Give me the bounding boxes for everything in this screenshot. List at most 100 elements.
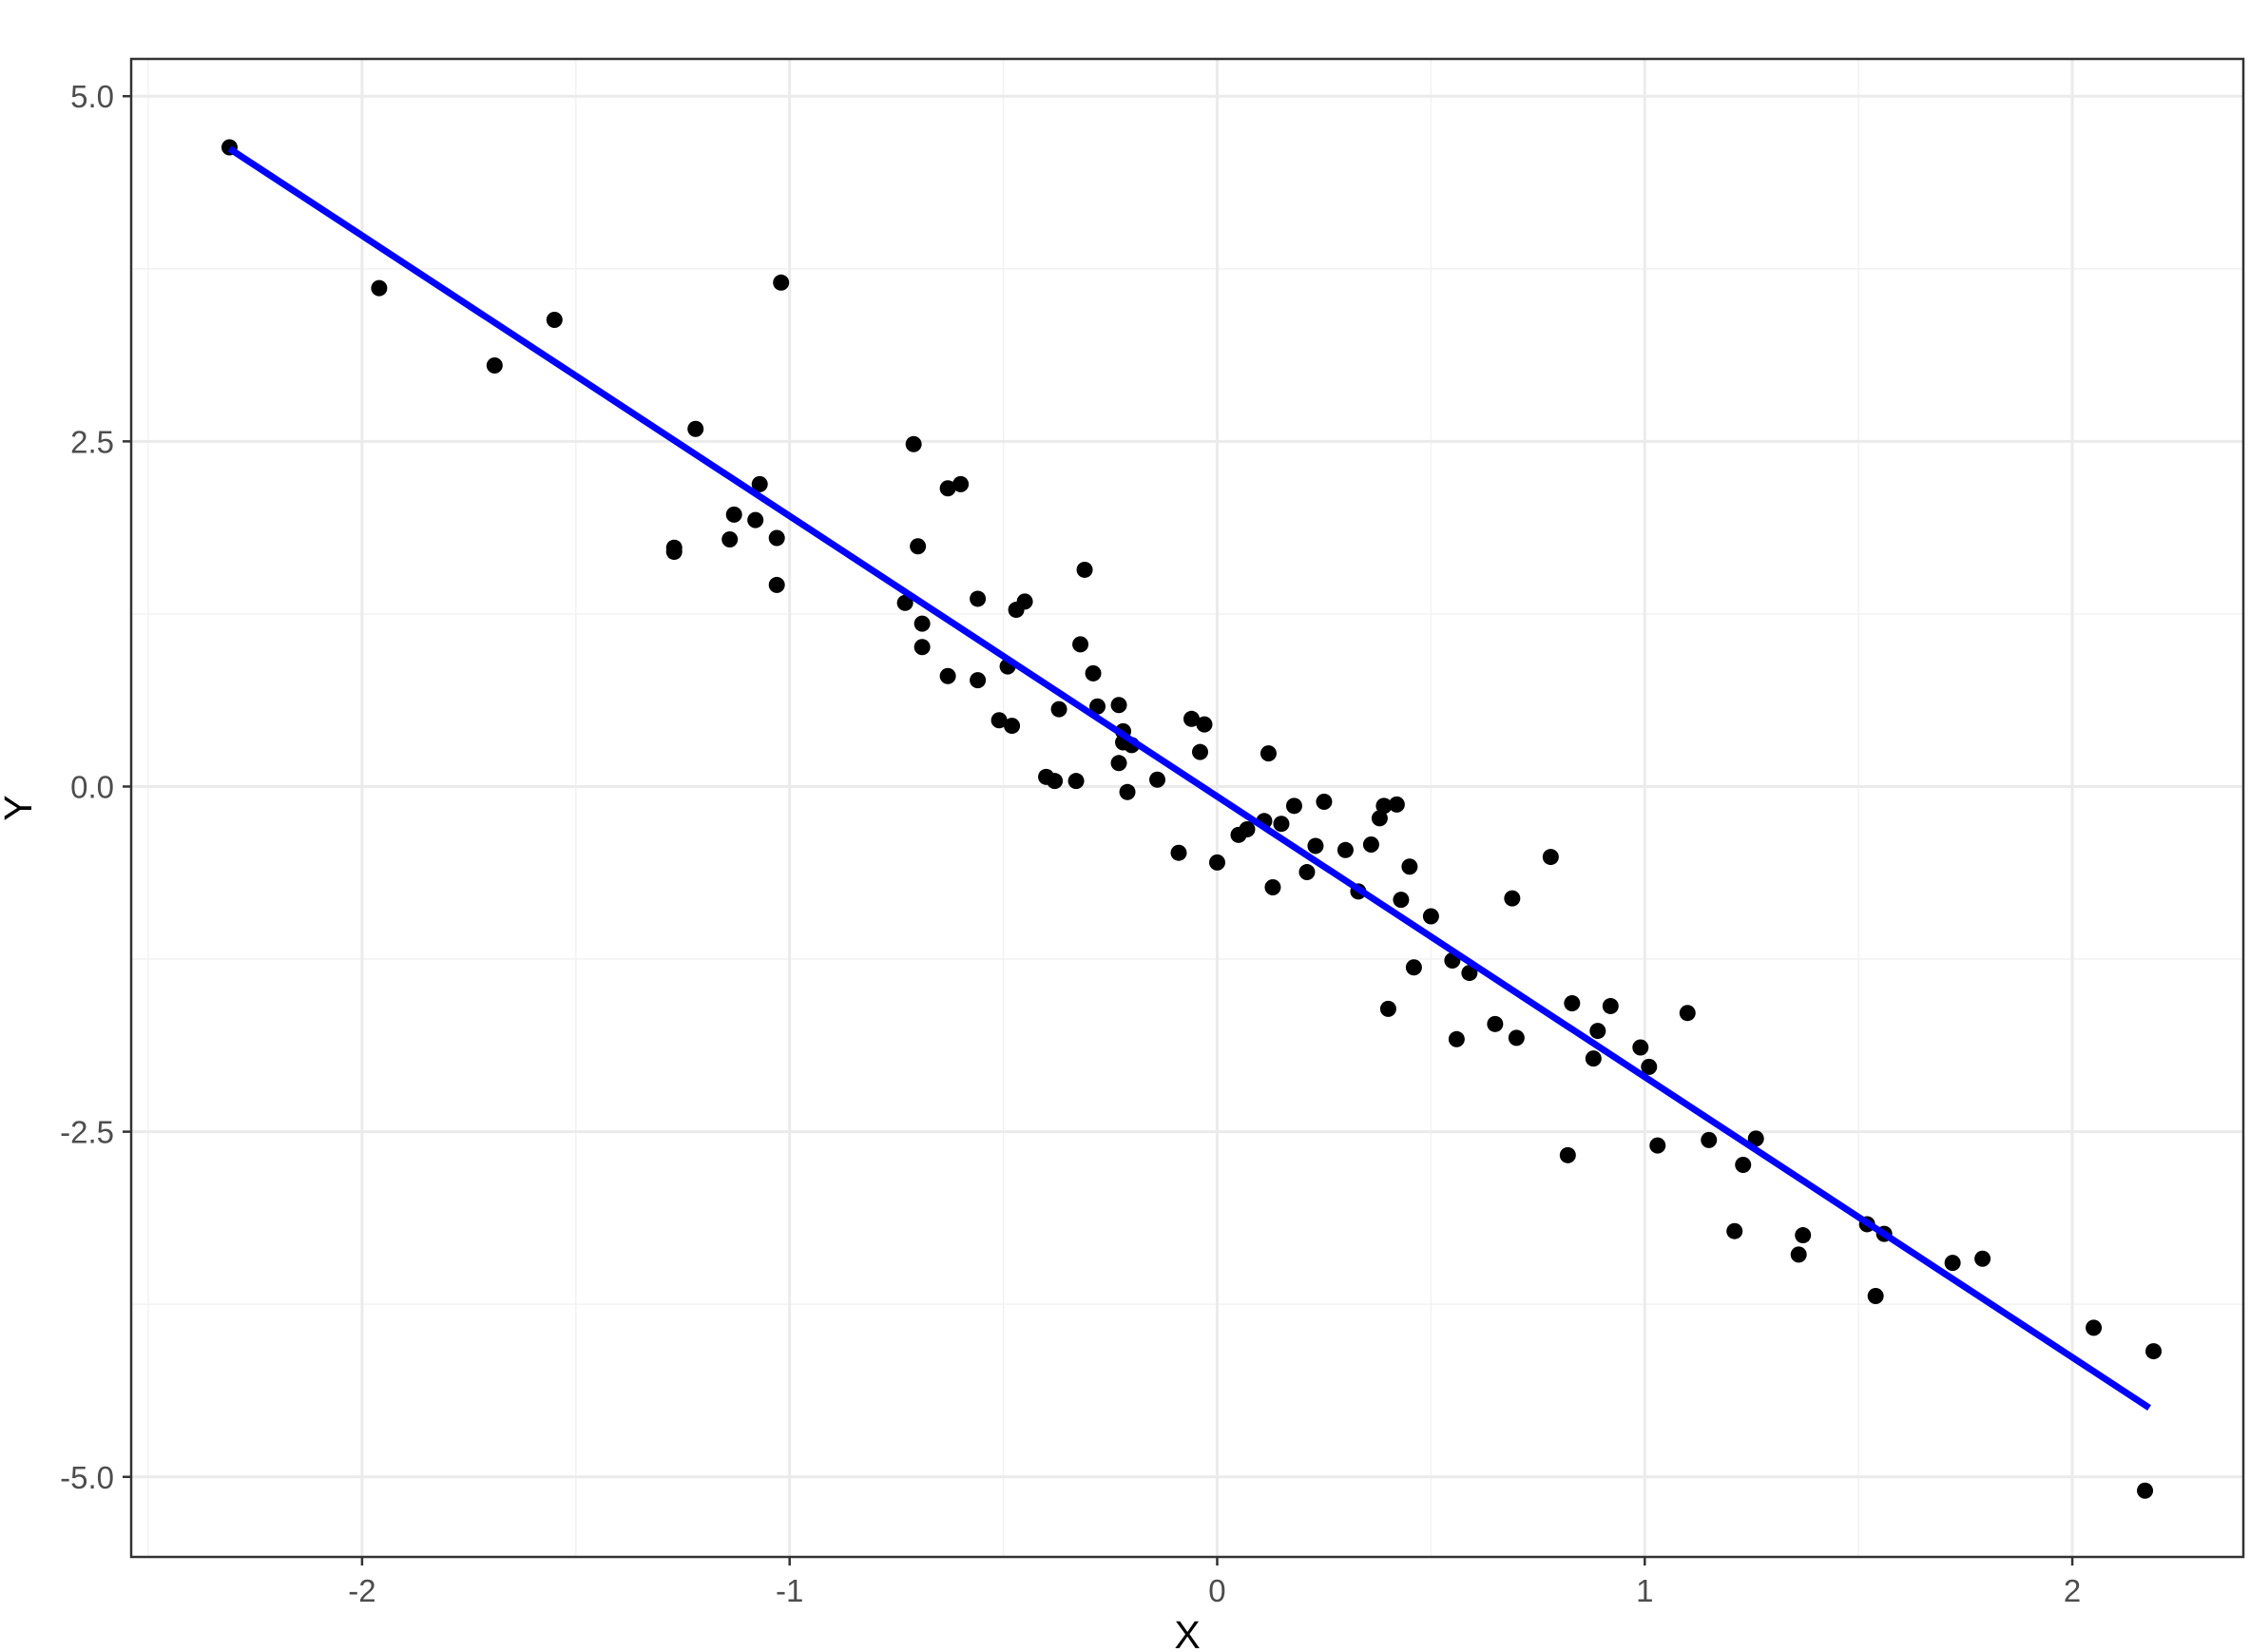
data-point xyxy=(1076,561,1093,578)
data-point xyxy=(1679,1005,1696,1022)
data-point xyxy=(1362,836,1379,853)
data-point xyxy=(747,511,764,528)
data-point xyxy=(1273,816,1290,833)
y-tick-label: 2.5 xyxy=(70,424,114,459)
data-point xyxy=(1542,849,1559,866)
data-point xyxy=(725,506,742,523)
data-point xyxy=(768,576,785,593)
data-point xyxy=(939,667,956,684)
data-point xyxy=(1641,1058,1658,1075)
data-point xyxy=(665,544,683,561)
data-point xyxy=(1867,1287,1884,1304)
data-point xyxy=(1508,1029,1525,1047)
data-point xyxy=(1401,858,1418,875)
data-point xyxy=(1016,593,1033,610)
data-point xyxy=(1110,697,1127,714)
data-point xyxy=(1589,1023,1606,1040)
data-point xyxy=(1004,718,1021,735)
data-point xyxy=(2086,1319,2103,1336)
data-point xyxy=(1260,745,1277,762)
data-point xyxy=(1208,854,1225,871)
data-point xyxy=(1285,797,1302,815)
data-point xyxy=(1298,864,1316,881)
data-point xyxy=(1050,701,1067,718)
y-tick-label: -2.5 xyxy=(60,1115,114,1150)
data-point xyxy=(1183,710,1200,727)
data-point xyxy=(1422,908,1439,925)
data-point xyxy=(1371,810,1388,827)
data-point xyxy=(546,312,563,329)
data-point xyxy=(1379,1000,1396,1017)
major-grid xyxy=(131,59,2243,1557)
data-point xyxy=(905,435,922,452)
data-point xyxy=(1944,1255,1961,1272)
x-axis-title: X xyxy=(1174,1613,1200,1652)
x-tick-label: 2 xyxy=(2064,1573,2081,1608)
data-point xyxy=(1119,783,1136,800)
data-point xyxy=(1974,1250,1991,1267)
data-point xyxy=(910,538,927,555)
y-tick-label: 0.0 xyxy=(70,769,114,804)
data-point xyxy=(1405,959,1422,976)
data-point xyxy=(773,274,790,291)
data-point xyxy=(1487,1015,1504,1032)
data-point xyxy=(1735,1156,1752,1173)
y-axis-ticks: -5.0 -2.5 0.0 2.5 5.0 xyxy=(60,79,131,1495)
data-point xyxy=(768,529,785,547)
data-point xyxy=(1585,1050,1602,1067)
x-tick-label: 0 xyxy=(1208,1573,1225,1608)
data-point xyxy=(1264,879,1281,896)
data-point xyxy=(1747,1130,1764,1147)
data-point xyxy=(1375,797,1393,815)
minor-grid xyxy=(131,59,2243,1557)
data-point xyxy=(952,475,970,492)
data-point xyxy=(1649,1137,1666,1154)
data-point xyxy=(1393,892,1410,909)
data-point xyxy=(913,639,931,656)
y-tick-label: 5.0 xyxy=(70,79,114,114)
data-point xyxy=(1149,771,1166,788)
y-axis-title: Y xyxy=(0,795,40,820)
data-point xyxy=(990,712,1008,729)
data-point xyxy=(1047,773,1064,790)
x-tick-label: 1 xyxy=(1636,1573,1653,1608)
data-point xyxy=(1067,773,1085,790)
data-point xyxy=(1388,796,1405,813)
data-point xyxy=(751,475,768,492)
data-point xyxy=(1196,716,1213,733)
data-point xyxy=(2137,1482,2154,1499)
data-point xyxy=(1316,793,1333,810)
data-point xyxy=(1191,743,1208,760)
data-point xyxy=(1089,698,1106,715)
data-point xyxy=(913,615,931,632)
data-point xyxy=(721,530,739,547)
x-tick-label: -2 xyxy=(348,1573,375,1608)
regression-line xyxy=(227,145,2151,1412)
data-point xyxy=(970,672,987,689)
data-point xyxy=(2145,1343,2163,1360)
data-point xyxy=(1110,755,1127,772)
data-point xyxy=(896,594,913,611)
data-point xyxy=(1504,890,1521,907)
data-point xyxy=(970,590,987,607)
data-point xyxy=(687,420,704,437)
data-point xyxy=(1632,1039,1649,1056)
data-point xyxy=(1726,1222,1743,1239)
data-point xyxy=(1461,965,1478,982)
data-point xyxy=(1239,821,1256,838)
data-point xyxy=(1170,844,1187,861)
data-point xyxy=(1307,837,1324,855)
data-points xyxy=(221,139,2163,1499)
x-axis-ticks: -2 -1 0 1 2 xyxy=(348,1557,2081,1608)
data-point xyxy=(1072,636,1089,653)
data-point xyxy=(486,356,503,374)
data-point xyxy=(371,279,388,297)
y-tick-label: -5.0 xyxy=(60,1460,114,1495)
data-point xyxy=(1337,841,1354,858)
panel-border xyxy=(129,57,2245,1559)
data-point xyxy=(1564,995,1581,1012)
data-point xyxy=(1701,1131,1718,1148)
data-point xyxy=(939,480,956,497)
data-point xyxy=(1795,1227,1812,1244)
